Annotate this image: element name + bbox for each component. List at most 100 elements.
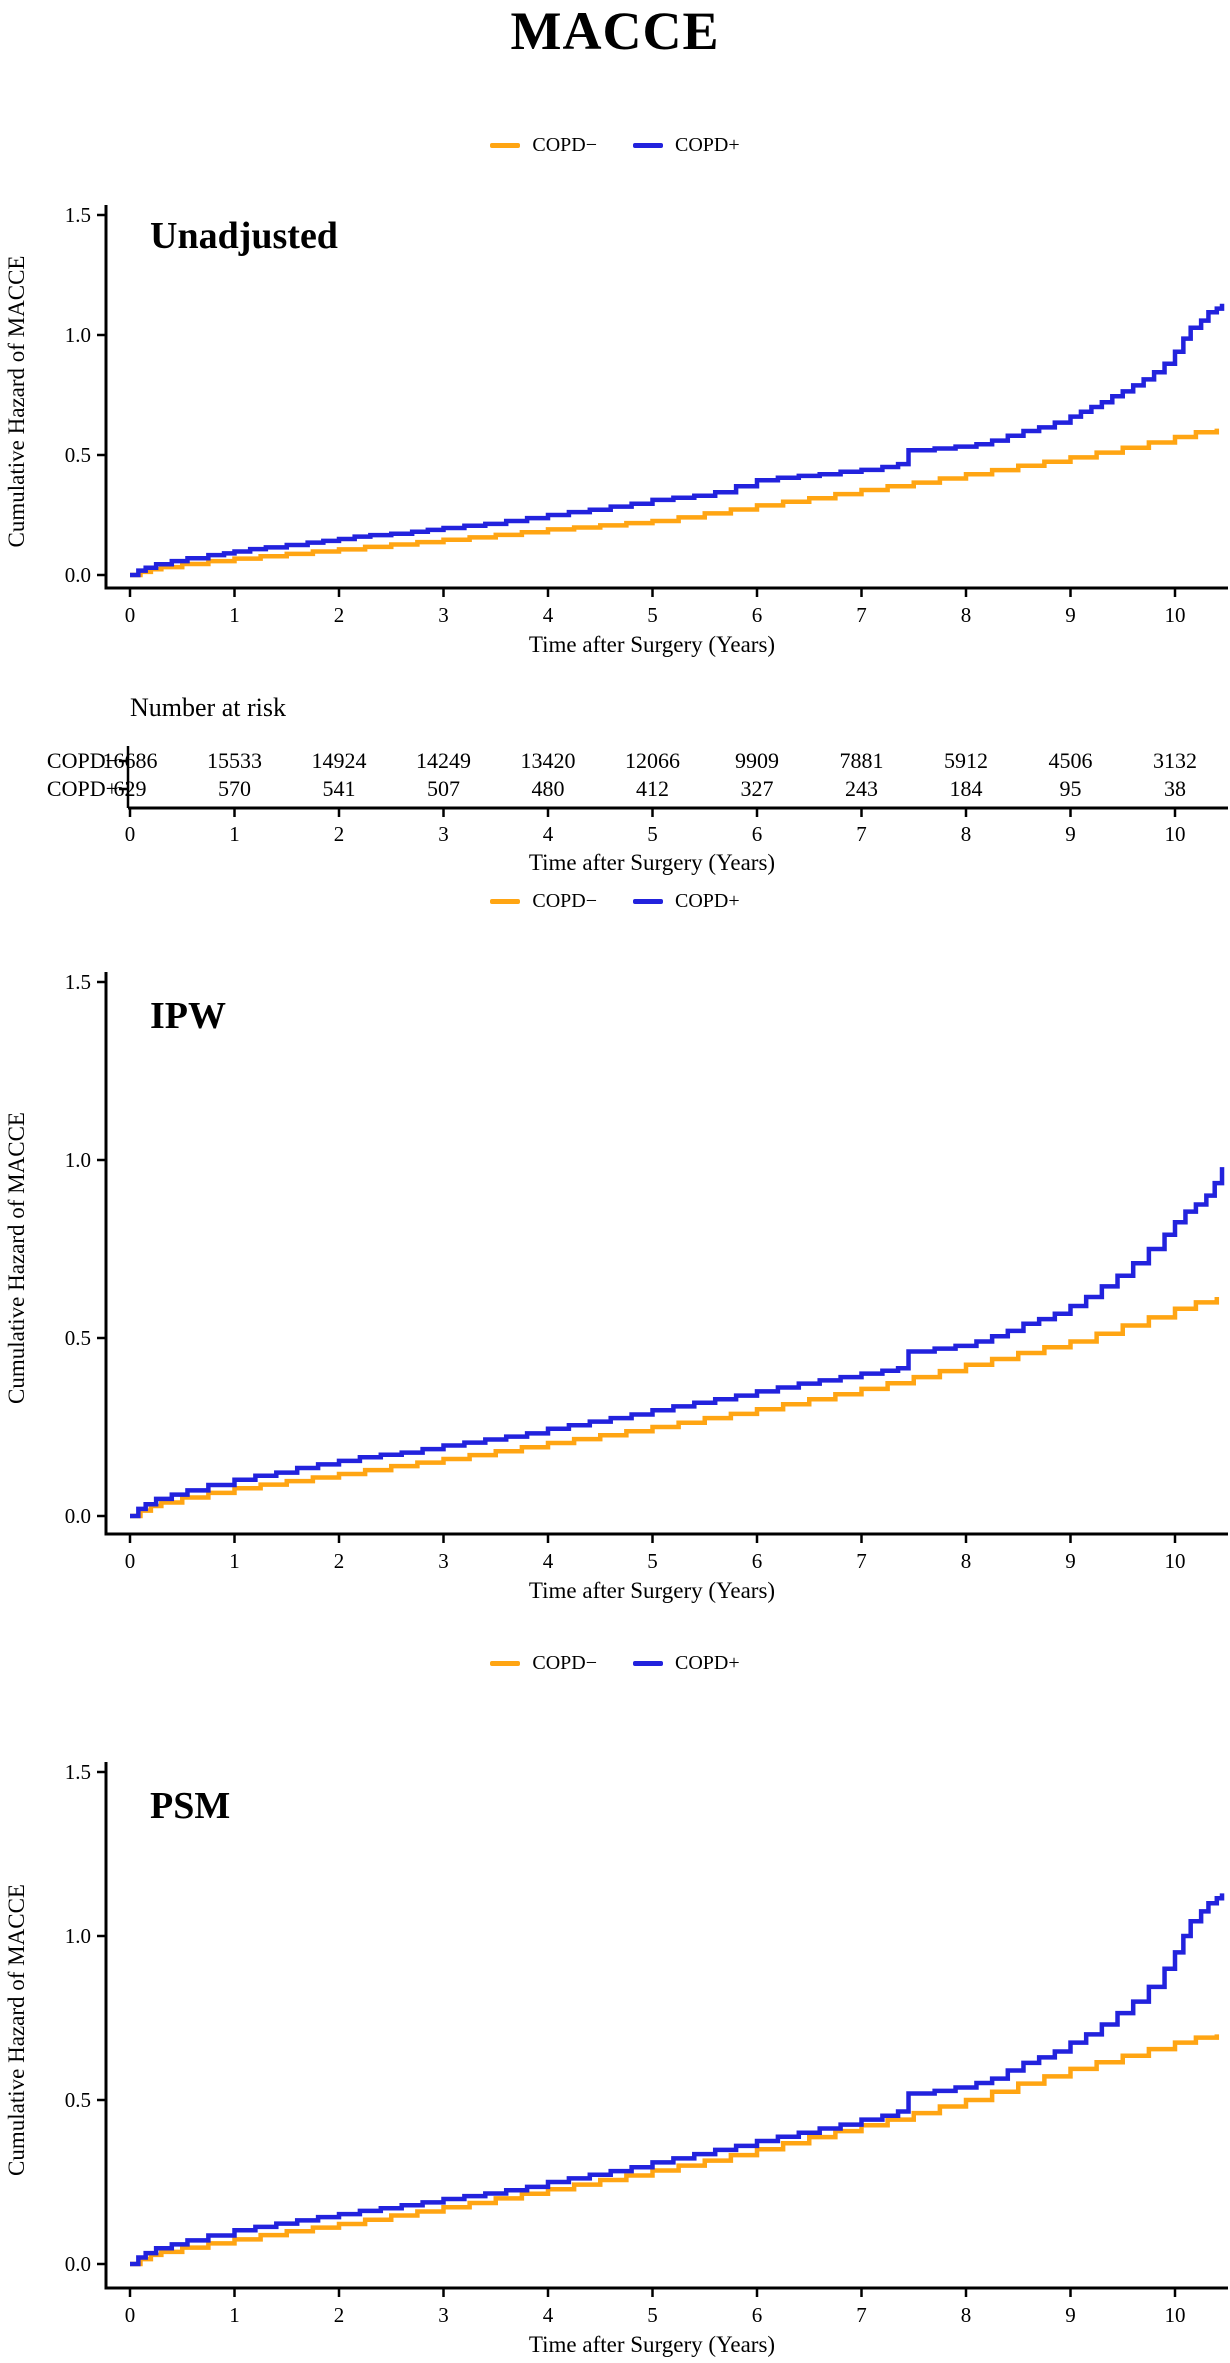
risk-count: 570: [218, 776, 251, 801]
risk-table-group: Number at risk COPD−16686 15533 14924 14249 1…: [47, 693, 1228, 875]
psm-plot: 0.0 0.5 1.0 1.5 0 1 2 3 4 5 6 7 8 9 10 Time after Surge…: [4, 1760, 1228, 2357]
risk-count: 541: [323, 776, 356, 801]
risk-count: 243: [845, 776, 878, 801]
y-tick-label: 0.5: [65, 1326, 91, 1350]
risk-x-tick-label: 0: [125, 822, 136, 846]
risk-table-header: Number at risk: [130, 693, 286, 722]
x-tick-label: 1: [229, 2303, 240, 2327]
legend-item-copd-neg: COPD−: [490, 890, 597, 913]
panel-ipw-chart: 0.0 0.5 1.0 1.5 0 1 2 3 4 5 6 7 8 9 10 Time after Surge…: [4, 970, 1228, 1603]
figure-title: MACCE: [510, 1, 720, 61]
x-tick-label: 2: [334, 1549, 345, 1573]
copd-neg-line-swatch-icon: [490, 1660, 521, 1666]
risk-count: 9909: [735, 748, 779, 773]
risk-count: 184: [950, 776, 983, 801]
risk-count: 38: [1164, 776, 1186, 801]
risk-count: 3132: [1153, 748, 1197, 773]
copd-neg-curve: [130, 1297, 1220, 1519]
y-tick-label: 1.0: [65, 1148, 91, 1172]
legend-item-copd-pos: COPD+: [633, 890, 740, 913]
y-tick-label: 0.0: [65, 1504, 91, 1528]
risk-x-tick-label: 8: [961, 822, 972, 846]
x-axis-title: Time after Surgery (Years): [529, 632, 775, 657]
copd-pos-curve: [130, 303, 1225, 578]
copd-pos-line-swatch-icon: [633, 142, 663, 148]
x-tick-label: 9: [1065, 1549, 1076, 1573]
risk-table: Number at risk COPD−16686 15533 14924 14249 1…: [47, 693, 1228, 875]
risk-count: 327: [741, 776, 774, 801]
y-tick-label: 1.5: [65, 203, 91, 227]
legend-label: COPD−: [532, 889, 597, 912]
x-tick-label: 3: [438, 2303, 449, 2327]
x-tick-label: 7: [856, 1549, 867, 1573]
risk-count: 14924: [312, 748, 367, 773]
unadjusted-plot: 0.0 0.5 1.0 1.5 0 1 2 3 4 5 6 7 8 9 10 Time after Surge…: [4, 203, 1228, 657]
legend-psm: COPD− COPD+: [0, 1650, 1230, 1676]
x-tick-label: 3: [438, 1549, 449, 1573]
x-tick-label: 6: [752, 603, 763, 627]
risk-x-tick-label: 6: [752, 822, 763, 846]
legend-label: COPD−: [532, 1651, 597, 1674]
risk-count: 7881: [840, 748, 884, 773]
legend-ipw: COPD− COPD+: [0, 888, 1230, 914]
panel-label: Unadjusted: [150, 215, 338, 257]
risk-count: 629: [114, 776, 147, 801]
x-tick-label: 4: [543, 1549, 554, 1573]
risk-x-tick-label: 10: [1165, 822, 1186, 846]
risk-x-tick-label: 5: [647, 822, 658, 846]
ipw-plot: 0.0 0.5 1.0 1.5 0 1 2 3 4 5 6 7 8 9 10 Time after Surge…: [4, 970, 1228, 1603]
x-tick-label: 3: [438, 603, 449, 627]
x-tick-label: 7: [856, 603, 867, 627]
y-tick-label: 0.5: [65, 443, 91, 467]
x-tick-label: 6: [752, 1549, 763, 1573]
x-tick-label: 8: [961, 2303, 972, 2327]
y-tick-label: 0.0: [65, 563, 91, 587]
risk-x-tick-label: 7: [856, 822, 867, 846]
x-tick-label: 10: [1165, 2303, 1186, 2327]
risk-count: 12066: [625, 748, 680, 773]
x-tick-label: 0: [125, 603, 136, 627]
copd-neg-line-swatch-icon: [490, 142, 521, 148]
risk-count: 13420: [521, 748, 576, 773]
risk-count: 95: [1060, 776, 1082, 801]
copd-pos-curve: [130, 1167, 1225, 1519]
panel-label: PSM: [150, 1785, 230, 1827]
y-tick-label: 1.0: [65, 1924, 91, 1948]
x-axis-title: Time after Surgery (Years): [529, 2332, 775, 2357]
y-axis-title: Cumulative Hazard of MACCE: [4, 1112, 29, 1404]
x-tick-label: 4: [543, 2303, 554, 2327]
legend-item-copd-pos: COPD+: [633, 134, 740, 157]
x-tick-label: 9: [1065, 603, 1076, 627]
x-tick-label: 2: [334, 603, 345, 627]
legend-label: COPD+: [675, 133, 740, 156]
x-tick-label: 6: [752, 2303, 763, 2327]
copd-neg-curve: [130, 2034, 1220, 2267]
risk-count: 16686: [103, 748, 158, 773]
y-tick-label: 1.5: [65, 1760, 91, 1784]
x-tick-label: 4: [543, 603, 554, 627]
copd-pos-line-swatch-icon: [633, 898, 663, 904]
risk-row-label: COPD+: [47, 776, 118, 801]
risk-x-tick-label: 4: [543, 822, 554, 846]
risk-count: 480: [532, 776, 565, 801]
risk-count: 15533: [207, 748, 262, 773]
risk-x-tick-label: 2: [334, 822, 345, 846]
y-tick-label: 0.0: [65, 2252, 91, 2276]
x-tick-label: 5: [647, 603, 658, 627]
risk-x-tick-label: 1: [229, 822, 240, 846]
risk-count: 412: [636, 776, 669, 801]
y-axis-title: Cumulative Hazard of MACCE: [4, 256, 29, 548]
x-tick-label: 0: [125, 1549, 136, 1573]
panel-label: IPW: [150, 995, 226, 1037]
x-tick-label: 5: [647, 1549, 658, 1573]
y-axis-title: Cumulative Hazard of MACCE: [4, 1884, 29, 2176]
x-tick-label: 10: [1165, 1549, 1186, 1573]
x-tick-label: 1: [229, 603, 240, 627]
legend-label: COPD−: [532, 133, 597, 156]
legend-item-copd-neg: COPD−: [490, 1652, 597, 1675]
y-tick-label: 1.0: [65, 323, 91, 347]
y-tick-label: 1.5: [65, 970, 91, 994]
risk-x-tick-label: 3: [438, 822, 449, 846]
x-tick-label: 7: [856, 2303, 867, 2327]
